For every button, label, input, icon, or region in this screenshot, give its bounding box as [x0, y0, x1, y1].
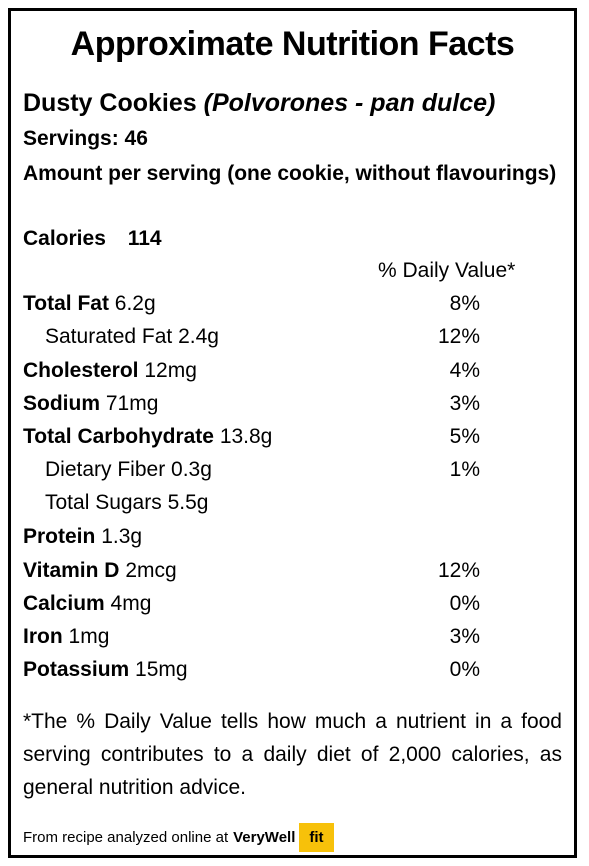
- nutrient-dv: 8%: [449, 292, 480, 315]
- nutrient-label: Potassium: [23, 658, 130, 681]
- nutrient-amount: 15mg: [135, 658, 188, 681]
- nutrient-amount: 1.3g: [101, 525, 143, 548]
- nutrition-facts-card: Approximate Nutrition Facts Dusty Cookie…: [8, 8, 577, 858]
- nutrient-amount: 6.2g: [114, 292, 156, 315]
- calories-value: 114: [127, 227, 162, 250]
- nutrient-amount: 13.8g: [219, 425, 273, 448]
- servings: Servings: 46: [23, 127, 148, 150]
- brand-name: VeryWell: [233, 829, 296, 846]
- nutrient-label: Iron: [23, 625, 63, 648]
- product-name: Dusty Cookies (Polvorones - pan dulce): [23, 89, 495, 118]
- nutrient-dv: 0%: [449, 658, 480, 681]
- nutrient-row-sodium: Sodium 71mg: [23, 392, 158, 416]
- nutrient-row-saturated-fat: Saturated Fat 2.4g: [45, 325, 219, 349]
- nutrient-label: Cholesterol: [23, 359, 139, 382]
- nutrient-label: Saturated Fat 2.4g: [45, 325, 219, 348]
- nutrient-label: Protein: [23, 525, 96, 548]
- page-title: Approximate Nutrition Facts: [70, 25, 515, 63]
- nutrient-dv: 1%: [449, 458, 480, 481]
- nutrient-dv: 12%: [437, 559, 480, 582]
- nutrient-row-calcium: Calcium 4mg: [23, 592, 151, 616]
- nutrient-dv: 12%: [437, 325, 480, 348]
- amount-per-serving: Amount per serving (one cookie, without …: [23, 162, 557, 185]
- nutrient-label: Total Sugars 5.5g: [45, 491, 209, 514]
- nutrient-amount: 2mcg: [125, 559, 177, 582]
- nutrient-row-iron: Iron 1mg: [23, 625, 109, 649]
- nutrient-row-total-sugars: Total Sugars 5.5g: [45, 491, 208, 515]
- nutrient-row-total-fat: Total Fat 6.2g: [23, 292, 156, 316]
- nutrient-row-dietary-fiber: Dietary Fiber 0.3g: [45, 458, 212, 482]
- product-name-text: Dusty Cookies: [23, 89, 197, 117]
- nutrient-dv: 5%: [449, 425, 480, 448]
- nutrient-row-cholesterol: Cholesterol 12mg: [23, 359, 197, 383]
- daily-value-header: % Daily Value*: [378, 259, 516, 282]
- nutrient-label: Sodium: [23, 392, 100, 415]
- source-credit: From recipe analyzed online at VeryWell …: [23, 823, 334, 852]
- nutrient-row-potassium: Potassium 15mg: [23, 658, 188, 682]
- nutrient-label: Vitamin D: [23, 559, 120, 582]
- nutrient-row-protein: Protein 1.3g: [23, 525, 142, 549]
- nutrient-label: Dietary Fiber 0.3g: [45, 458, 212, 481]
- source-text: From recipe analyzed online at: [23, 829, 229, 846]
- nutrient-row-total-carbohydrate: Total Carbohydrate 13.8g: [23, 425, 272, 449]
- nutrient-dv: 4%: [449, 359, 480, 382]
- nutrient-label: Calcium: [23, 592, 105, 615]
- nutrient-amount: 71mg: [105, 392, 159, 415]
- nutrient-label: Total Fat: [23, 292, 109, 315]
- nutrient-amount: 12mg: [144, 359, 197, 382]
- nutrient-dv: 3%: [449, 392, 480, 415]
- nutrient-row-vitamin-d: Vitamin D 2mcg: [23, 559, 177, 583]
- daily-value-footnote: *The % Daily Value tells how much a nutr…: [23, 710, 562, 799]
- nutrient-dv: 3%: [449, 625, 480, 648]
- nutrient-amount: 4mg: [110, 592, 152, 615]
- nutrient-label: Total Carbohydrate: [23, 425, 214, 448]
- product-alt-name: (Polvorones - pan dulce): [203, 89, 496, 117]
- brand-badge: fit: [299, 823, 334, 852]
- nutrient-dv: 0%: [449, 592, 480, 615]
- calories-label: Calories: [23, 227, 106, 250]
- nutrient-amount: 1mg: [68, 625, 110, 648]
- calories: Calories 114: [23, 227, 162, 251]
